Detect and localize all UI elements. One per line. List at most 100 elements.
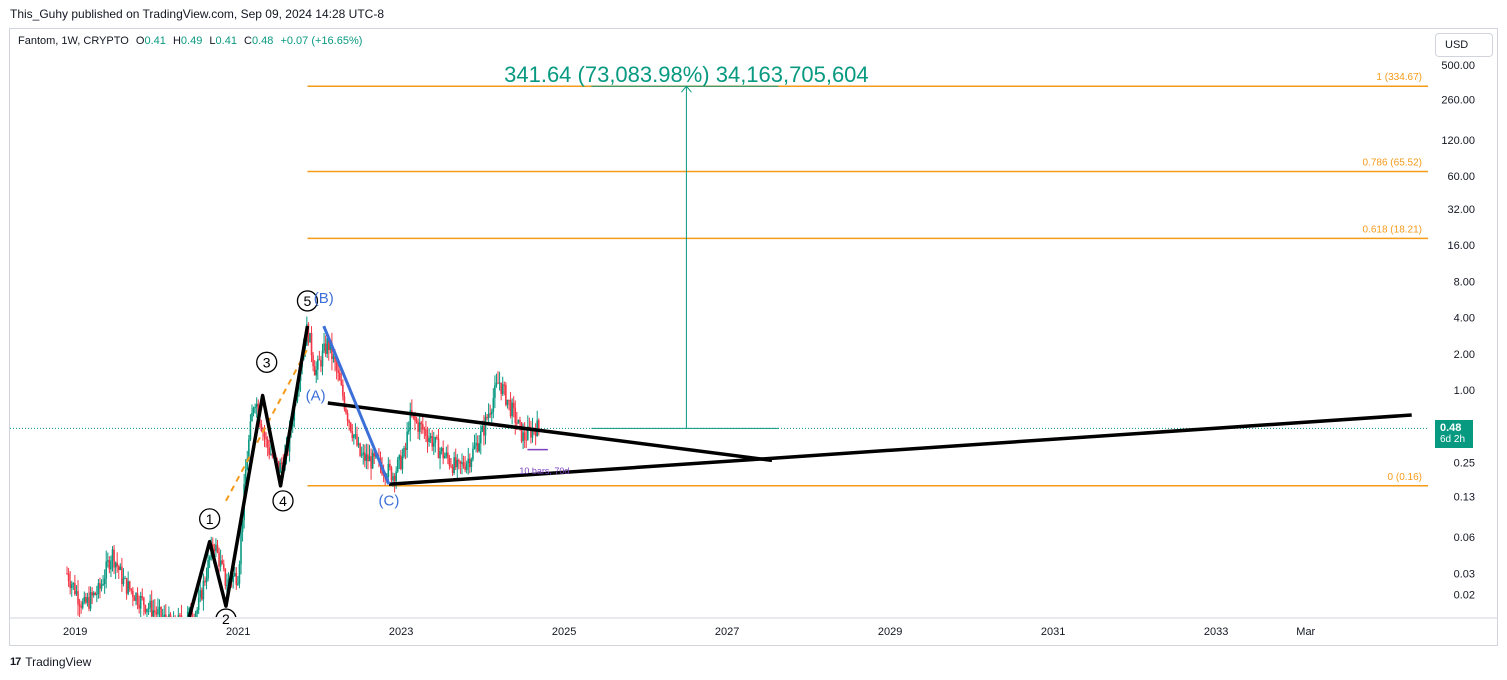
candle-body: [249, 421, 252, 440]
time-axis-label-4: 2027: [715, 626, 739, 638]
candle-body: [141, 596, 144, 598]
plot-area: [10, 85, 1428, 628]
candle-body: [327, 338, 330, 351]
candle-body: [453, 457, 455, 474]
candle-body: [534, 430, 537, 437]
price-axis-label-6: 8.00: [1454, 276, 1475, 288]
candle-body: [67, 573, 70, 582]
candle-body: [329, 342, 332, 351]
candle-body: [500, 382, 502, 394]
candle-body: [443, 455, 446, 459]
symbol-name[interactable]: Fantom, 1W, CRYPTO: [18, 35, 129, 47]
candle-body: [520, 422, 523, 442]
candle-body: [525, 439, 528, 441]
candle-body: [343, 396, 346, 409]
candle-body: [147, 607, 150, 610]
candle-body: [442, 448, 444, 459]
candle-body: [345, 408, 347, 414]
candle-body: [163, 614, 166, 617]
time-axis-label-7: 2033: [1204, 626, 1228, 638]
candle-body: [505, 384, 507, 405]
time-axis-label-5: 2029: [878, 626, 902, 638]
candle-body: [448, 458, 451, 466]
price-axis-label-10: 0.25: [1454, 457, 1475, 469]
candle-body: [522, 432, 524, 442]
currency-button[interactable]: USD: [1435, 33, 1493, 57]
footer-brand[interactable]: 17 TradingView: [10, 655, 91, 669]
candle-body: [426, 436, 429, 443]
publisher-line: This_Guhy published on TradingView.com, …: [10, 7, 385, 21]
candle-body: [105, 561, 108, 579]
symbol-legend[interactable]: Fantom, 1W, CRYPTO O0.41 H0.49 L0.41 C0.…: [18, 35, 366, 47]
candle-body: [368, 456, 371, 462]
price-axis-label-5: 16.00: [1447, 240, 1475, 252]
candle-body: [92, 592, 95, 596]
price-axis-label-7: 4.00: [1454, 313, 1475, 325]
candle-body: [204, 580, 206, 583]
candle-body: [346, 413, 349, 421]
candle-body: [395, 471, 397, 482]
candle-body: [136, 593, 139, 605]
candle-body: [398, 455, 401, 460]
candle-body: [130, 588, 133, 591]
time-axis-label-8: Mar: [1296, 626, 1315, 638]
candle-body: [439, 451, 441, 459]
candle-body: [97, 583, 100, 595]
candle-body: [226, 584, 228, 586]
candle-body: [96, 594, 98, 596]
time-axis-label-6: 2031: [1041, 626, 1065, 638]
candle-body: [531, 428, 534, 438]
candle-body: [269, 453, 272, 455]
candle-body: [503, 384, 506, 386]
candle-body: [403, 447, 405, 457]
candle-body: [72, 583, 75, 585]
candle-body: [362, 452, 365, 455]
candle-body: [208, 557, 211, 561]
candle-body: [125, 578, 128, 594]
candle-body: [119, 566, 122, 571]
fib-level-label-2: 0.618 (18.21): [1363, 224, 1423, 235]
candle-body: [537, 420, 540, 429]
candle-body: [495, 382, 498, 386]
candle-body: [254, 406, 256, 409]
candle-body: [99, 583, 101, 589]
candle-body: [484, 416, 487, 436]
candle-body: [406, 431, 408, 450]
candle-body: [519, 419, 521, 423]
wave-line-triangle-upper: [327, 401, 773, 463]
candle-body: [106, 560, 109, 562]
candle-body: [516, 423, 518, 425]
candle-body: [456, 459, 459, 468]
candle-body: [108, 560, 111, 570]
candle-body: [342, 384, 344, 397]
candle-body: [307, 324, 310, 343]
candle-body: [94, 592, 97, 595]
candle-body: [180, 615, 183, 617]
candle-body: [351, 431, 354, 438]
candle-body: [309, 333, 311, 343]
time-axis-label-2: 2023: [389, 626, 413, 638]
candle-body: [174, 618, 176, 627]
candle-body: [237, 583, 239, 585]
candle-body: [176, 626, 178, 628]
candle-body: [478, 443, 481, 452]
bars-range-note: 10 bars, 70d: [519, 466, 569, 476]
candle-body: [415, 420, 418, 423]
candle-body: [445, 452, 448, 456]
candle-body: [157, 609, 159, 615]
candle-body: [465, 463, 468, 470]
candle-body: [240, 531, 242, 565]
candle-body: [135, 593, 137, 601]
candle-body: [476, 442, 479, 452]
candle-body: [177, 615, 180, 617]
candle-body: [315, 369, 318, 376]
candle-body: [425, 429, 427, 437]
chart-frame[interactable]: [9, 28, 1498, 646]
wave-label-circle-0: [199, 508, 221, 530]
price-axis-label-4: 32.00: [1447, 204, 1475, 216]
candle-body: [400, 455, 402, 470]
candle-body: [512, 402, 515, 408]
candle-body: [390, 467, 393, 481]
candle-body: [420, 422, 423, 425]
